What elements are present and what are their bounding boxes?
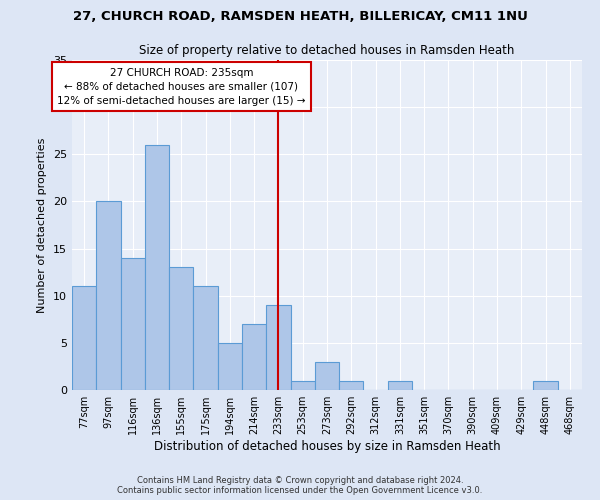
Bar <box>169 268 193 390</box>
Bar <box>218 343 242 390</box>
Bar <box>121 258 145 390</box>
Bar <box>96 202 121 390</box>
Bar <box>315 362 339 390</box>
Bar <box>145 145 169 390</box>
Bar <box>242 324 266 390</box>
Bar <box>193 286 218 390</box>
Bar <box>290 380 315 390</box>
Y-axis label: Number of detached properties: Number of detached properties <box>37 138 47 312</box>
Bar <box>533 380 558 390</box>
Bar <box>339 380 364 390</box>
X-axis label: Distribution of detached houses by size in Ramsden Heath: Distribution of detached houses by size … <box>154 440 500 453</box>
Text: 27 CHURCH ROAD: 235sqm
← 88% of detached houses are smaller (107)
12% of semi-de: 27 CHURCH ROAD: 235sqm ← 88% of detached… <box>57 68 305 106</box>
Text: Contains HM Land Registry data © Crown copyright and database right 2024.
Contai: Contains HM Land Registry data © Crown c… <box>118 476 482 495</box>
Bar <box>388 380 412 390</box>
Title: Size of property relative to detached houses in Ramsden Heath: Size of property relative to detached ho… <box>139 44 515 58</box>
Text: 27, CHURCH ROAD, RAMSDEN HEATH, BILLERICAY, CM11 1NU: 27, CHURCH ROAD, RAMSDEN HEATH, BILLERIC… <box>73 10 527 23</box>
Bar <box>266 305 290 390</box>
Bar <box>72 286 96 390</box>
